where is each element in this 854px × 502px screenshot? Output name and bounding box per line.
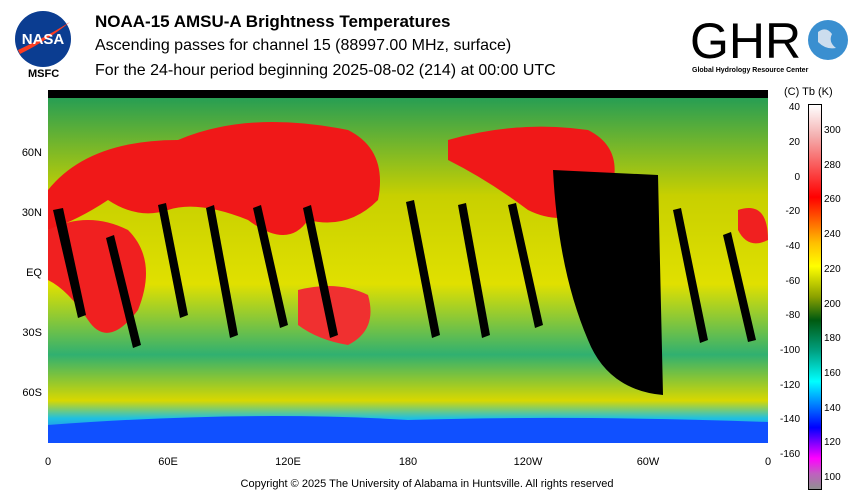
colorbar-celsius-tick: -20: [785, 206, 800, 218]
lon-label-60w: 60W: [636, 456, 660, 468]
colorbar-kelvin-tick: 140: [824, 402, 841, 414]
nasa-logo: NASA: [15, 11, 71, 67]
colorbar-celsius-tick: 40: [788, 102, 800, 114]
colorbar-kelvin-tick: 300: [824, 125, 841, 136]
colorbar-celsius-tick: -40: [785, 240, 800, 252]
msfc-label: MSFC: [28, 68, 60, 80]
lat-label-60n: 60N: [21, 147, 42, 159]
lat-label-30s: 30S: [22, 327, 42, 339]
colorbar-celsius-tick: -100: [779, 345, 800, 357]
colorbar-celsius-tick: -160: [779, 449, 800, 461]
colorbar-celsius-tick: -60: [785, 275, 800, 287]
svg-text:NASA: NASA: [22, 31, 65, 48]
lon-label-0: 0: [44, 456, 52, 468]
colorbar-celsius-tick: -140: [779, 414, 800, 426]
colorbar-celsius-tick: -120: [779, 379, 800, 391]
colorbar-celsius-tick: 0: [794, 171, 800, 183]
copyright: Copyright © 2025 The University of Alaba…: [240, 478, 614, 490]
colorbar-kelvin-tick: 100: [824, 472, 841, 483]
lon-label-120w: 120W: [513, 456, 543, 468]
colorbar-kelvin-tick: 280: [824, 159, 841, 171]
lat-label-eq: EQ: [26, 267, 42, 279]
colorbar-kelvin-tick: 200: [824, 298, 841, 310]
svg-text:GHR: GHR: [690, 13, 801, 69]
colorbar-kelvin-tick: 240: [824, 229, 841, 241]
colorbar-header: (C) Tb (K): [784, 86, 833, 98]
lat-label-60s: 60S: [22, 387, 42, 399]
colorbar-celsius-tick: 20: [788, 136, 800, 148]
colorbar-kelvin-tick: 220: [824, 263, 841, 275]
ghrc-logo: GHR Global Hydrology Resource Center: [690, 13, 848, 74]
lon-label-180: 180: [398, 456, 418, 468]
lat-label-30n: 30N: [21, 207, 42, 219]
colorbar-kelvin-tick: 120: [824, 437, 841, 449]
svg-text:Global Hydrology Resource Cent: Global Hydrology Resource Center: [692, 67, 809, 74]
lon-label-120e: 120E: [275, 456, 301, 468]
period-text: For the 24-hour period beginning 2025-08…: [95, 62, 556, 79]
brightness-temperature-map: [48, 90, 768, 443]
lon-label-60e: 60E: [158, 456, 178, 468]
colorbar-celsius-tick: -80: [785, 310, 800, 322]
lon-label-0-right: 0: [764, 456, 772, 468]
colorbar-kelvin-tick: 160: [824, 367, 841, 379]
colorbar: [808, 104, 822, 490]
page-title: NOAA-15 AMSU-A Brightness Temperatures: [95, 12, 451, 31]
colorbar-kelvin-tick: 260: [824, 194, 841, 206]
colorbar-kelvin-tick: 180: [824, 333, 841, 345]
subtitle: Ascending passes for channel 15 (88997.0…: [95, 37, 512, 54]
